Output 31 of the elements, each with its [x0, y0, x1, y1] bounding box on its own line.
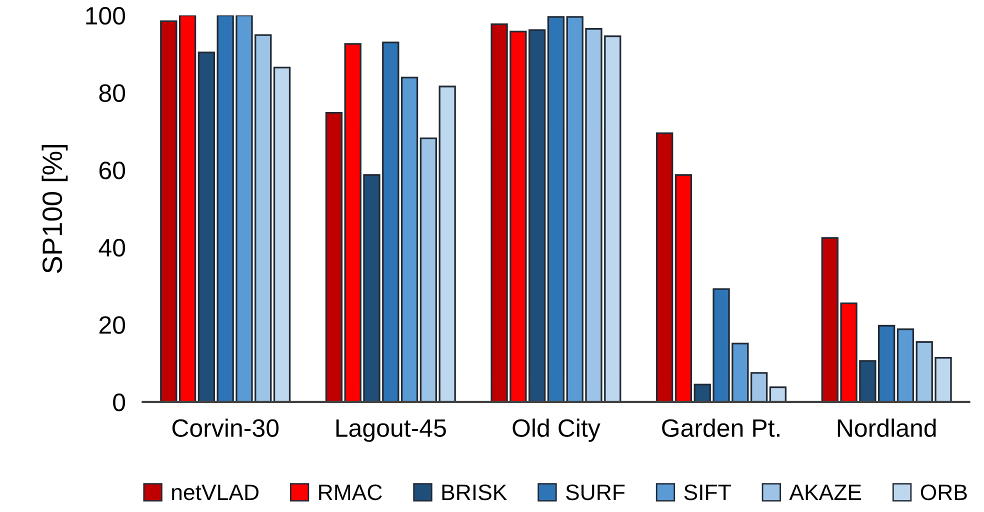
bar: [178, 15, 196, 402]
x-tick-label: Corvin-30: [172, 418, 279, 437]
bar: [547, 16, 565, 402]
bar: [674, 174, 692, 402]
bar: [273, 66, 291, 402]
bar: [656, 132, 674, 402]
legend-label: SIFT: [684, 484, 731, 500]
y-tick-label: 20: [99, 316, 126, 334]
legend-label: BRISK: [442, 484, 507, 500]
legend-label: SURF: [566, 484, 625, 500]
bar: [325, 112, 343, 402]
bar: [198, 52, 216, 402]
legend-label: netVLAD: [172, 484, 258, 500]
legend-label: AKAZE: [789, 484, 862, 500]
y-tick-label: 0: [113, 394, 126, 412]
bar: [160, 20, 178, 402]
bar: [400, 76, 418, 402]
x-tick-label: Nordland: [838, 418, 936, 437]
x-tick-label: Garden Pt.: [662, 418, 780, 437]
y-axis-title: SP100 [%]: [42, 144, 68, 273]
bar: [750, 372, 768, 402]
bar: [896, 328, 914, 402]
x-tick-label: Lagout-45: [336, 420, 446, 442]
bar: [769, 386, 787, 402]
y-tick-label: 60: [99, 162, 126, 180]
y-tick-label: 40: [98, 238, 126, 257]
legend-label: RMAC: [319, 484, 382, 500]
y-tick-label: 100: [86, 6, 126, 25]
y-tick-label: 80: [99, 84, 126, 102]
legend-label: ORB: [920, 484, 967, 500]
x-tick-label: Old City: [512, 418, 600, 442]
